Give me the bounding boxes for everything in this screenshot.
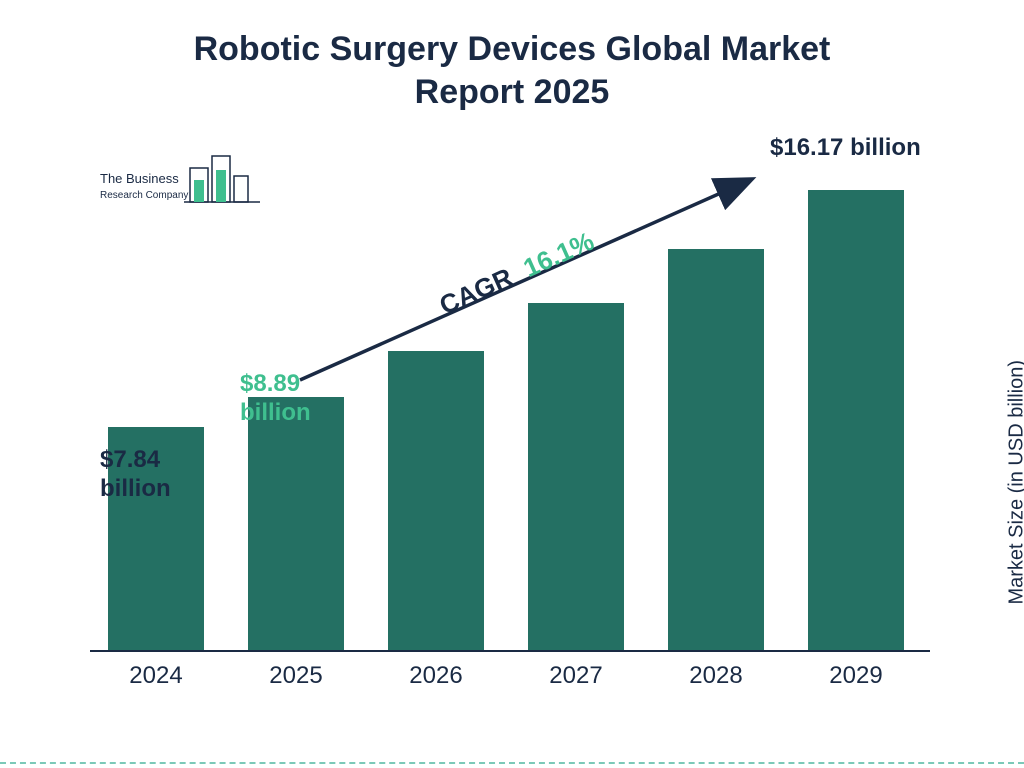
xlabel-2028: 2028 (656, 662, 776, 690)
xlabel-2026: 2026 (376, 662, 496, 690)
footer-divider (0, 762, 1024, 764)
y-axis-title: Market Size (in USD billion) (1006, 360, 1024, 605)
chart-title: Robotic Surgery Devices Global Market Re… (0, 28, 1024, 113)
value-2024-unit: billion (100, 475, 171, 502)
xlabel-2024: 2024 (96, 662, 216, 690)
bar-chart: 2024 2025 2026 2027 2028 2029 (90, 140, 930, 700)
title-line-2: Report 2025 (415, 73, 610, 111)
value-2029-text: $16.17 billion (770, 134, 921, 161)
value-2025-unit: billion (240, 399, 311, 426)
value-2024-amount: $7.84 (100, 446, 160, 473)
xlabel-2027: 2027 (516, 662, 636, 690)
bar-2028 (668, 249, 764, 650)
bar-2025 (248, 397, 344, 650)
bar-2029 (808, 190, 904, 650)
xlabel-2029: 2029 (796, 662, 916, 690)
value-label-2029: $16.17 billion (770, 134, 970, 163)
value-label-2025: $8.89 billion (240, 370, 380, 428)
title-line-1: Robotic Surgery Devices Global Market (194, 30, 831, 68)
xlabel-2025: 2025 (236, 662, 356, 690)
value-2025-amount: $8.89 (240, 370, 300, 397)
bar-2027 (528, 303, 624, 650)
x-axis-line (90, 650, 930, 652)
value-label-2024: $7.84 billion (100, 446, 240, 504)
bar-2026 (388, 351, 484, 650)
